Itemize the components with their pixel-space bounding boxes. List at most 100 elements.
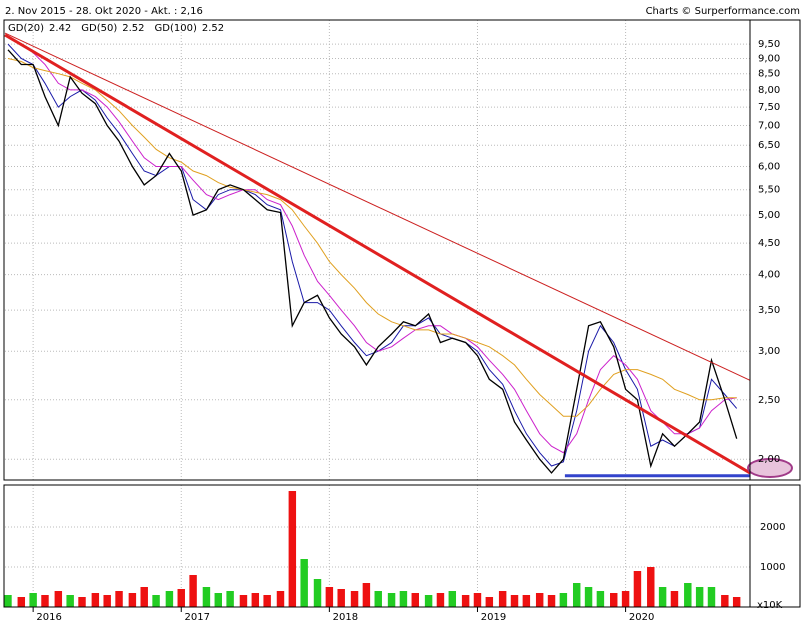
price-frame	[3, 19, 801, 481]
volume-bar	[103, 595, 111, 607]
volume-bar	[214, 593, 223, 607]
legend-value: 2.42	[49, 23, 71, 34]
volume-bar	[510, 595, 519, 607]
legend-name: GD(20)	[8, 23, 44, 34]
volume-bar	[684, 583, 692, 607]
x-tick-label: 2018	[333, 612, 358, 623]
legend-value: 2.52	[122, 23, 144, 34]
volume-bar	[337, 589, 345, 607]
y-tick-label: 2,00	[758, 454, 780, 465]
volume-bar	[350, 591, 359, 607]
volume-bar	[165, 591, 174, 607]
trendline	[4, 33, 751, 475]
volume-bar	[313, 579, 322, 607]
y-tick-label: 6,50	[758, 140, 780, 151]
volume-bar	[448, 591, 457, 607]
volume-bar	[559, 593, 568, 607]
volume-bar	[633, 571, 642, 607]
x-tick-label: 2016	[36, 612, 61, 623]
volume-bar	[325, 587, 334, 607]
volume-bar	[128, 593, 137, 607]
volume-bar	[547, 595, 556, 607]
y-tick-label: 8,50	[758, 69, 780, 80]
volume-bar	[670, 591, 679, 607]
volume-bar	[695, 587, 704, 607]
volume-bar	[707, 587, 716, 607]
volume-bar	[251, 593, 260, 607]
volume-bar	[498, 591, 507, 607]
trendline	[4, 32, 751, 381]
x-tick-label: 2019	[481, 612, 506, 623]
y-tick-label: 7,00	[758, 120, 780, 131]
volume-bar	[721, 595, 729, 607]
volume-bar	[436, 593, 445, 607]
volume-bar	[78, 597, 86, 607]
volume-bar	[115, 591, 123, 607]
volume-bar	[29, 593, 37, 607]
volume-bar	[424, 595, 433, 607]
volume-bar	[411, 593, 419, 607]
volume-bar	[189, 575, 197, 607]
volume-bar	[140, 587, 148, 607]
volume-bar	[473, 593, 482, 607]
x-tick-label: 2017	[185, 612, 210, 623]
volume-bar	[276, 591, 285, 607]
y-tick-label: 3,00	[758, 346, 780, 357]
volume-bar	[54, 591, 63, 607]
y-tick-label: 9,50	[758, 39, 780, 50]
y-tick-label: 8,00	[758, 85, 780, 96]
moving-average-line	[7, 35, 737, 454]
y-tick-label: 2000	[760, 522, 785, 533]
volume-bar	[610, 593, 618, 607]
volume-bar	[362, 583, 371, 607]
y-tick-label: 5,50	[758, 185, 780, 196]
y-tick-label: 4,00	[758, 270, 780, 281]
volume-bar	[387, 593, 396, 607]
y-tick-label: 4,50	[758, 238, 780, 249]
legend-value: 2.52	[202, 23, 224, 34]
volume-bar	[621, 591, 630, 607]
volume-bar	[288, 491, 297, 607]
unit-label: x10K	[757, 600, 783, 611]
volume-bar	[202, 587, 211, 607]
y-tick-label: 5,00	[758, 210, 780, 221]
chart-title: 2. Nov 2015 - 28. Okt 2020 - Akt. : 2,16	[5, 6, 203, 17]
y-tick-label: 1000	[760, 562, 785, 573]
volume-bar	[399, 591, 408, 607]
moving-average-line	[7, 58, 737, 417]
legend-name: GD(50)	[81, 23, 117, 34]
highlight-ellipse	[747, 458, 793, 478]
y-tick-label: 3,50	[758, 305, 780, 316]
volume-bar	[91, 593, 100, 607]
volume-bar	[584, 587, 593, 607]
volume-bar	[658, 587, 667, 607]
y-tick-label: 2,50	[758, 395, 780, 406]
y-tick-label: 6,00	[758, 162, 780, 173]
volume-bar	[374, 591, 382, 607]
volume-bar	[263, 595, 271, 607]
legend-name: GD(100)	[155, 23, 197, 34]
moving-average-line	[7, 43, 738, 467]
labels: 2,00 2,50 3,00 3,50 4,00 4,50 5,00 5,50 6,00 6,50…	[8, 23, 785, 623]
volume-bar	[522, 595, 531, 607]
volume-bar	[461, 595, 470, 607]
volume-bar	[4, 595, 12, 607]
volume-bar	[152, 595, 160, 607]
volume-bar	[572, 583, 581, 607]
volume-bar	[535, 593, 544, 607]
volume-bar	[647, 567, 655, 607]
volume-bar	[226, 591, 234, 607]
y-tick-label: 9,00	[758, 54, 780, 65]
source: Charts © Surperformance.com	[646, 6, 800, 17]
volume-bar	[485, 597, 494, 607]
volume-bar	[732, 597, 741, 607]
volume-bar	[596, 591, 605, 607]
volume-frame	[3, 484, 801, 608]
volume-bar	[66, 595, 74, 607]
x-tick-label: 2020	[629, 612, 654, 623]
marks	[4, 32, 751, 607]
volume-bar	[177, 589, 185, 607]
price-line	[7, 49, 738, 474]
